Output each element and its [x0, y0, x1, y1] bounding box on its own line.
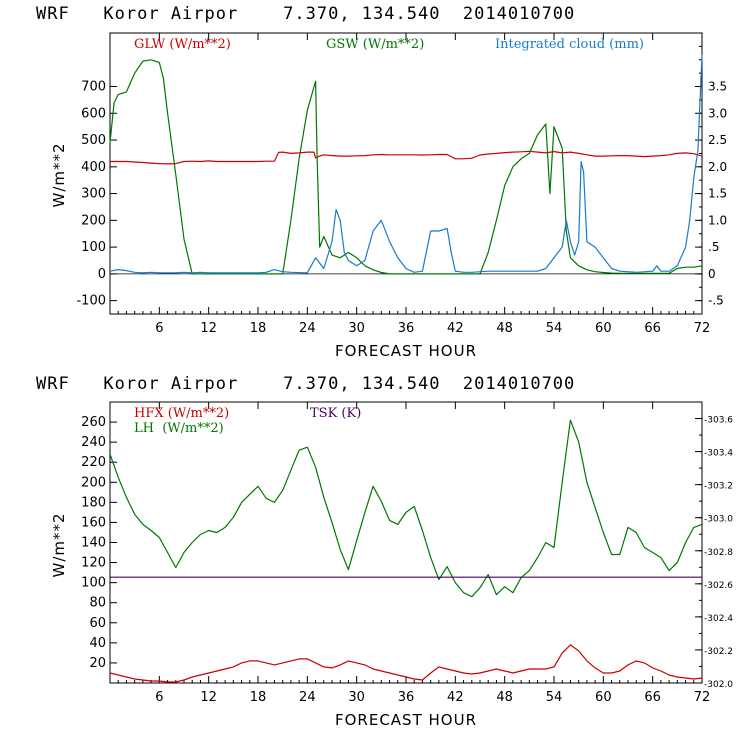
- x-tick-label: 60: [595, 690, 612, 705]
- y2-ticks: -.5 0 .5 1.0 1.5 2.0 2.5 3.0 3.5: [695, 32, 727, 315]
- x-tick-label: 18: [250, 690, 267, 705]
- x-tick-label: 36: [398, 321, 415, 336]
- y-tick-label: 140: [81, 536, 106, 551]
- y-tick-label: 400: [81, 160, 106, 175]
- x-ticks: 6 12 18 24 30 36 42 48 54 60 66 72: [117, 402, 711, 705]
- y2-tick-label: 3.0: [708, 106, 727, 120]
- x-tick-label: 6: [155, 321, 163, 336]
- y-tick-label: 100: [81, 240, 106, 255]
- x-tick-label: 42: [447, 321, 464, 336]
- x-tick-label: 18: [250, 321, 267, 336]
- chart-title: WRF Koror Airpor 7.370, 134.540 20140107…: [36, 4, 575, 24]
- legend-hfx: HFX (W/m**2): [134, 406, 229, 421]
- y2-tick-label: -.5: [708, 294, 724, 308]
- x-axis-label: FORECAST HOUR: [335, 342, 477, 360]
- y2-tick-label: -302.8: [704, 548, 733, 558]
- y-tick-label: 80: [89, 596, 106, 611]
- y-tick-label: 300: [81, 187, 106, 202]
- y2-tick-label: 0: [708, 267, 716, 281]
- x-tick-label: 72: [694, 321, 711, 336]
- y2-tick-label: -303.0: [704, 515, 733, 525]
- x-tick-label: 24: [299, 690, 316, 705]
- y-tick-label: 220: [81, 455, 106, 470]
- series-line-2: [109, 54, 703, 274]
- legend-cloud: Integrated cloud (mm): [495, 37, 644, 52]
- radiation-cloud-chart: WRF Koror Airpor 7.370, 134.540 20140107…: [36, 4, 727, 360]
- y-tick-label: 260: [81, 415, 106, 430]
- y-tick-label: 700: [81, 80, 106, 95]
- series-line-0: [109, 644, 703, 683]
- x-axis-label: FORECAST HOUR: [335, 711, 477, 729]
- x-tick-label: 24: [299, 321, 316, 336]
- x-tick-label: 6: [155, 690, 163, 705]
- series-line-1: [109, 59, 703, 275]
- legend-lh: LH (W/m**2): [134, 421, 224, 436]
- y2-tick-label: 3.5: [708, 80, 727, 94]
- y-tick-label: 160: [81, 515, 106, 530]
- y-tick-label: 500: [81, 133, 106, 148]
- series-line-0: [110, 150, 703, 165]
- x-tick-label: 72: [694, 690, 711, 705]
- y2-tick-label: -302.6: [704, 581, 733, 591]
- y-tick-label: 200: [81, 475, 106, 490]
- x-tick-label: 42: [447, 690, 464, 705]
- y-tick-label: 60: [89, 616, 106, 631]
- y2-tick-label: -302.4: [704, 614, 733, 624]
- x-tick-label: 60: [595, 321, 612, 336]
- y-tick-label: 40: [89, 636, 106, 651]
- legend-glw: GLW (W/m**2): [134, 37, 231, 52]
- y2-tick-label: 1.0: [708, 213, 727, 227]
- y-ticks: -100 0 100 200 300 400 500 600 700: [76, 80, 117, 309]
- x-tick-label: 66: [644, 321, 661, 336]
- x-ticks: 6 12 18 24 30 36 42 48 54 60 66 72: [117, 33, 711, 336]
- x-tick-label: 54: [546, 321, 563, 336]
- y2-tick-label: -302.2: [704, 647, 733, 657]
- y-tick-label: 180: [81, 495, 106, 510]
- y2-tick-label: -303.6: [704, 416, 733, 426]
- y-ticks: 20 40 60 80 100 120 140 160 180 200 220 240 260: [81, 415, 117, 671]
- y-tick-label: 100: [81, 576, 106, 591]
- x-tick-label: 48: [496, 321, 513, 336]
- x-tick-label: 30: [348, 321, 365, 336]
- y-tick-label: 600: [81, 106, 106, 121]
- y2-ticks: -302.0 -302.2 -302.4 -302.6 -302.8 -303.0 -303…: [695, 401, 733, 690]
- y2-tick-label: -303.2: [704, 482, 733, 492]
- y-tick-label: 0: [98, 267, 106, 282]
- y-axis-label: W/m**2: [50, 512, 68, 577]
- x-tick-label: 54: [546, 690, 563, 705]
- series-group: [109, 419, 703, 683]
- series-line-1: [109, 419, 703, 598]
- x-tick-label: 48: [496, 690, 513, 705]
- x-tick-label: 12: [200, 321, 217, 336]
- legend-gsw: GSW (W/m**2): [326, 37, 424, 52]
- y2-tick-label: 1.5: [708, 187, 727, 201]
- chart-title: WRF Koror Airpor 7.370, 134.540 20140107…: [36, 374, 575, 394]
- y-axis-label: W/m**2: [50, 142, 68, 207]
- x-tick-label: 30: [348, 690, 365, 705]
- y-tick-label: 120: [81, 556, 106, 571]
- y2-tick-label: 2.0: [708, 160, 727, 174]
- series-group: [109, 54, 703, 275]
- plot-frame: [109, 401, 703, 684]
- flux-chart: WRF Koror Airpor 7.370, 134.540 20140107…: [36, 374, 733, 729]
- y-tick-label: 200: [81, 213, 106, 228]
- y-tick-label: -100: [76, 294, 106, 309]
- x-tick-label: 36: [398, 690, 415, 705]
- y2-tick-label: 2.5: [708, 133, 727, 147]
- y2-tick-label: -302.0: [704, 680, 733, 690]
- y2-tick-label: -303.4: [704, 449, 733, 459]
- x-tick-label: 12: [200, 690, 217, 705]
- legend-tsk: TSK (K): [310, 406, 361, 421]
- y-tick-label: 240: [81, 435, 106, 450]
- x-tick-label: 66: [644, 690, 661, 705]
- y-tick-label: 20: [89, 656, 106, 671]
- y2-tick-label: .5: [708, 240, 719, 254]
